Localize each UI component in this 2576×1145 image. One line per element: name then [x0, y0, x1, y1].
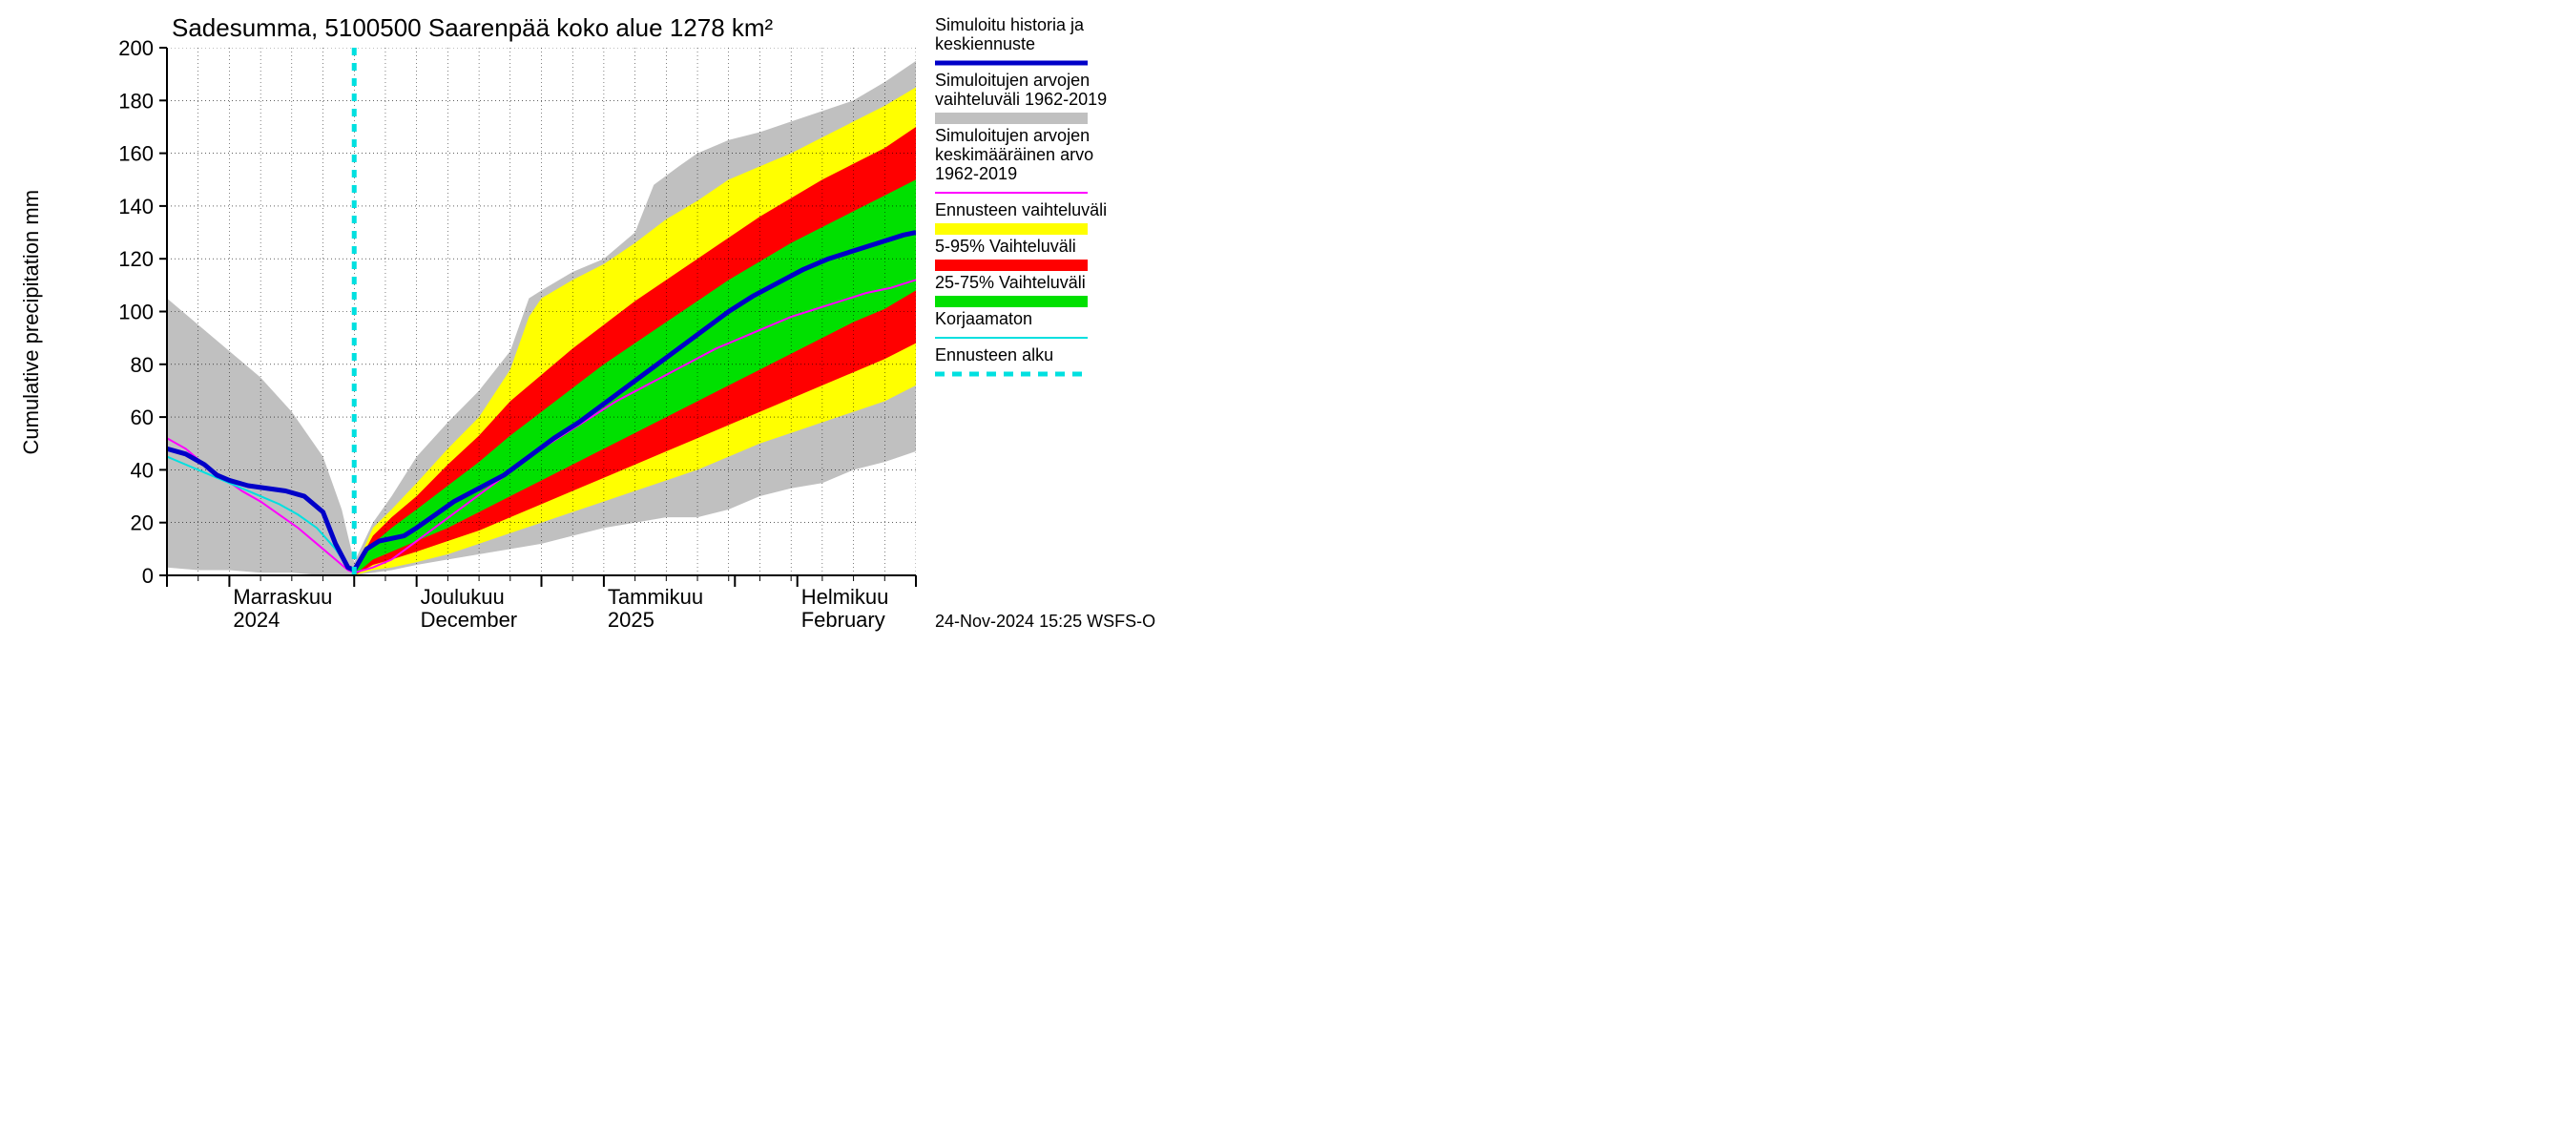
legend-label: keskimääräinen arvo [935, 145, 1093, 164]
y-tick-label: 120 [118, 247, 154, 271]
x-month-label-bottom: February [801, 608, 885, 632]
legend-label: vaihteluväli 1962-2019 [935, 90, 1107, 109]
chart-footer: 24-Nov-2024 15:25 WSFS-O [935, 612, 1155, 631]
legend-swatch [935, 113, 1088, 124]
x-month-label-top: Marraskuu [233, 585, 332, 609]
legend: Simuloitu historia jakeskiennuste Simuloi… [935, 15, 1107, 374]
y-tick-label: 100 [118, 301, 154, 324]
precipitation-forecast-chart: 0 20 40 60 80 100 120 140 160 180 200 Marraskuu2024… [0, 0, 1431, 636]
chart-title: Sadesumma, 5100500 Saarenpää koko alue 1… [172, 13, 774, 42]
y-tick-label: 80 [131, 353, 154, 377]
x-month-label-bottom: 2025 [608, 608, 654, 632]
legend-label: Korjaamaton [935, 309, 1032, 328]
y-tick-label: 0 [142, 564, 154, 588]
y-tick-label: 20 [131, 511, 154, 535]
legend-label: 1962-2019 [935, 164, 1017, 183]
y-tick-label: 160 [118, 142, 154, 166]
legend-swatch [935, 260, 1088, 271]
y-tick-label: 140 [118, 195, 154, 219]
legend-label: 5-95% Vaihteluväli [935, 237, 1076, 256]
legend-label: keskiennuste [935, 34, 1035, 53]
legend-label: Simuloitujen arvojen [935, 126, 1090, 145]
legend-swatch [935, 223, 1088, 235]
x-month-label-top: Joulukuu [421, 585, 505, 609]
x-month-label-top: Tammikuu [608, 585, 703, 609]
y-tick-label: 60 [131, 406, 154, 429]
legend-label: 25-75% Vaihteluväli [935, 273, 1086, 292]
legend-swatch [935, 296, 1088, 307]
y-tick-label: 180 [118, 89, 154, 113]
x-month-label-bottom: December [421, 608, 517, 632]
legend-label: Ennusteen alku [935, 345, 1053, 364]
y-axis-label: Cumulative precipitation mm [19, 190, 43, 455]
legend-label: Simuloitujen arvojen [935, 71, 1090, 90]
x-month-label-top: Helmikuu [801, 585, 889, 609]
legend-label: Simuloitu historia ja [935, 15, 1085, 34]
y-tick-label: 40 [131, 458, 154, 482]
legend-label: Ennusteen vaihteluväli [935, 200, 1107, 219]
x-month-label-bottom: 2024 [233, 608, 280, 632]
y-tick-label: 200 [118, 36, 154, 60]
